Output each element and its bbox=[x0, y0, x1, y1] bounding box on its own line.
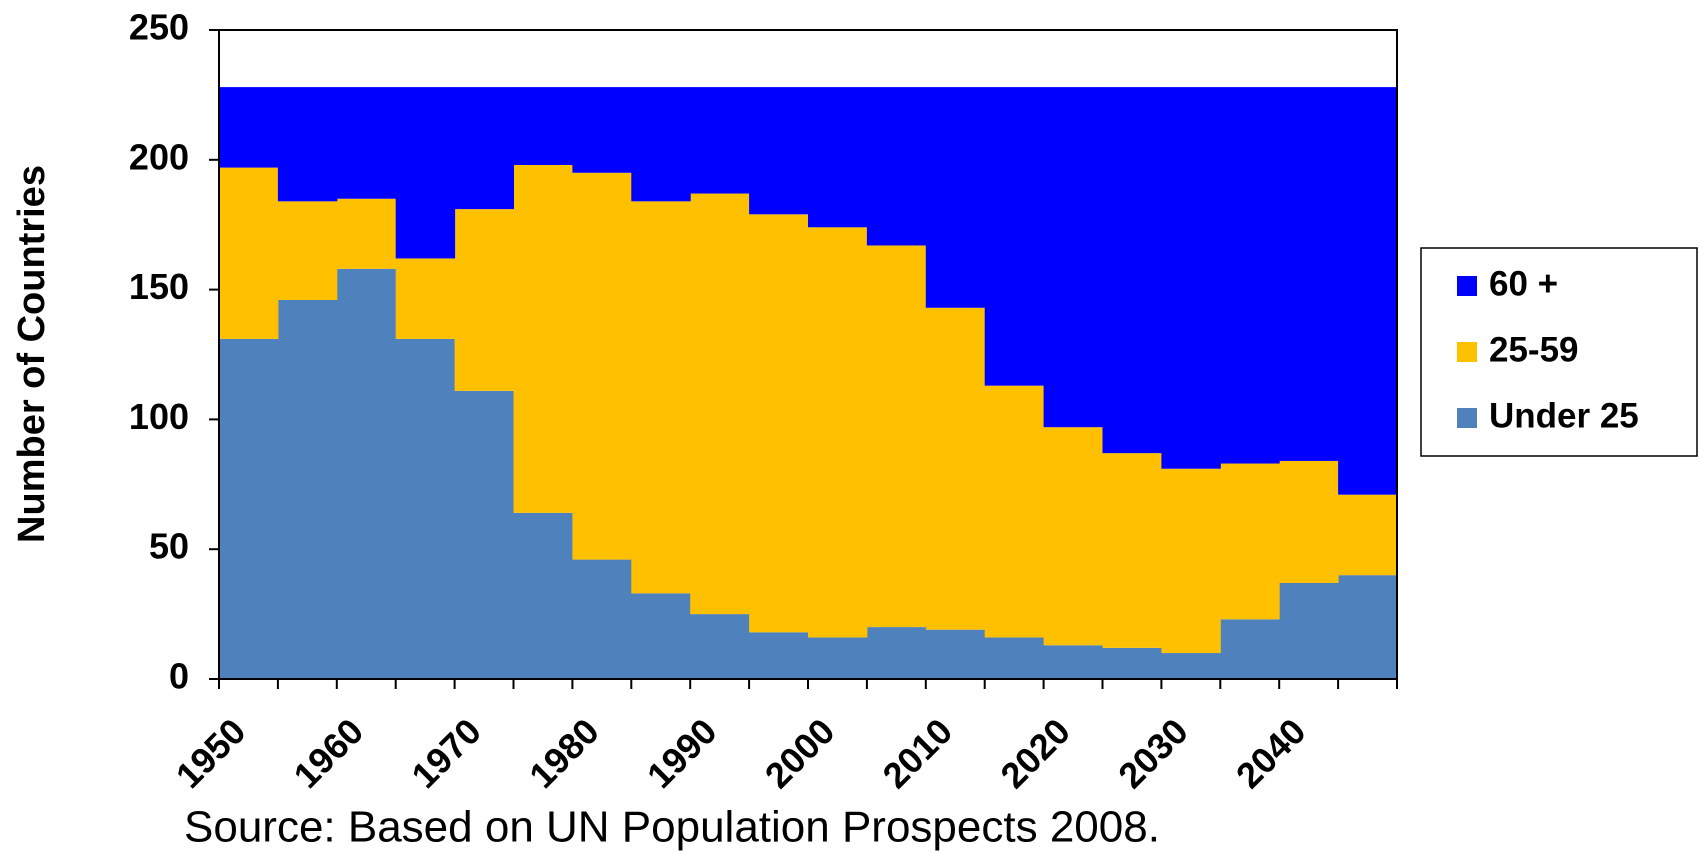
area-segment bbox=[1338, 575, 1398, 679]
area-segment bbox=[984, 637, 1045, 679]
area-segment bbox=[690, 614, 750, 679]
y-tick-label: 150 bbox=[129, 266, 189, 307]
x-tick-label: 1990 bbox=[639, 710, 725, 796]
area-segment bbox=[1161, 653, 1221, 679]
y-tick-label: 100 bbox=[129, 396, 189, 437]
x-tick-label: 2020 bbox=[992, 710, 1078, 796]
area-segment bbox=[572, 559, 632, 679]
area-segment bbox=[749, 632, 809, 679]
area-segment bbox=[513, 164, 573, 513]
area-segment bbox=[1279, 582, 1339, 679]
y-axis-label: Number of Countries bbox=[11, 165, 53, 543]
area-segment bbox=[690, 193, 750, 615]
area-segment bbox=[395, 87, 456, 259]
area-segment bbox=[1161, 87, 1221, 469]
area-segment bbox=[1043, 87, 1103, 428]
area-segment bbox=[631, 593, 691, 679]
area-segment bbox=[1220, 619, 1280, 679]
x-tick-label: 2040 bbox=[1228, 710, 1314, 796]
area-segment bbox=[1279, 460, 1339, 583]
legend-swatch bbox=[1457, 342, 1477, 362]
area-segment bbox=[866, 245, 927, 628]
area-segment bbox=[336, 87, 397, 199]
area-segment bbox=[513, 87, 573, 165]
legend-swatch bbox=[1457, 276, 1477, 296]
area-segment bbox=[984, 385, 1045, 638]
area-segment bbox=[1220, 463, 1280, 620]
legend-label: 25-59 bbox=[1489, 330, 1579, 369]
area-segment bbox=[1279, 87, 1339, 461]
x-tick-label: 2010 bbox=[875, 710, 961, 796]
area-segment bbox=[808, 87, 868, 228]
area-segment bbox=[1102, 647, 1162, 679]
area-segment bbox=[277, 87, 338, 202]
source-note: Source: Based on UN Population Prospects… bbox=[184, 803, 1160, 852]
area-segment bbox=[690, 87, 750, 194]
y-tick-label: 250 bbox=[129, 7, 189, 48]
area-segment bbox=[631, 87, 691, 202]
y-tick-label: 0 bbox=[169, 656, 189, 697]
area-segment bbox=[1043, 645, 1103, 679]
y-tick-label: 50 bbox=[149, 526, 189, 567]
legend-label: Under 25 bbox=[1489, 396, 1639, 435]
area-segment bbox=[513, 512, 573, 679]
area-segment bbox=[1161, 468, 1221, 654]
area-segment bbox=[395, 258, 456, 339]
area-segment bbox=[1043, 427, 1103, 646]
x-tick-label: 1950 bbox=[168, 710, 254, 796]
area-segment bbox=[454, 209, 514, 391]
area-segment bbox=[1338, 87, 1398, 495]
area-segment bbox=[749, 87, 809, 215]
x-tick-label: 2030 bbox=[1110, 710, 1196, 796]
area-segment bbox=[1102, 87, 1162, 454]
area-segment bbox=[336, 198, 397, 269]
area-segment bbox=[866, 627, 927, 679]
area-segment bbox=[219, 167, 279, 339]
area-segment bbox=[808, 227, 868, 638]
y-tick-label: 200 bbox=[129, 136, 189, 177]
area-segment bbox=[454, 87, 514, 210]
legend-swatch bbox=[1457, 408, 1477, 428]
area-segment bbox=[925, 629, 986, 679]
x-tick-label: 1980 bbox=[521, 710, 607, 796]
area-segment bbox=[572, 87, 632, 173]
x-tick-label: 1970 bbox=[403, 710, 489, 796]
area-segment bbox=[1102, 453, 1162, 648]
area-segment bbox=[277, 299, 338, 679]
area-segment bbox=[1220, 87, 1280, 464]
area-segment bbox=[866, 87, 927, 246]
area-segment bbox=[984, 87, 1045, 386]
area-segment bbox=[925, 87, 986, 308]
area-segment bbox=[572, 172, 632, 560]
area-segment bbox=[749, 214, 809, 633]
area-segment bbox=[219, 338, 279, 679]
area-segment bbox=[454, 390, 514, 679]
legend-label: 60 + bbox=[1489, 264, 1558, 303]
area-segment bbox=[395, 338, 456, 679]
area-segment bbox=[808, 637, 868, 679]
area-segment bbox=[925, 307, 986, 630]
area-segment bbox=[1338, 494, 1398, 576]
area-segment bbox=[219, 87, 279, 168]
area-segment bbox=[631, 201, 691, 594]
x-tick-label: 2000 bbox=[757, 710, 843, 796]
area-segment bbox=[336, 268, 397, 679]
x-tick-label: 1960 bbox=[286, 710, 372, 796]
area-segment bbox=[277, 201, 338, 300]
